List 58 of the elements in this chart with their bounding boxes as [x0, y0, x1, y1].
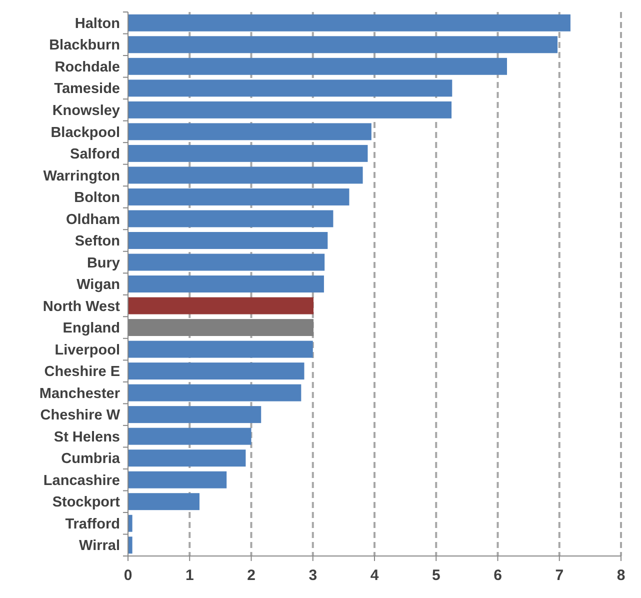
bar	[128, 384, 302, 402]
x-tick-label: 4	[370, 567, 380, 584]
y-tick-label: Sefton	[74, 234, 120, 250]
y-tick-label: Wirral	[79, 538, 120, 554]
y-tick-label: Bolton	[74, 190, 120, 206]
bar	[128, 493, 200, 510]
bar	[128, 58, 507, 75]
y-tick-label: Cheshire W	[40, 408, 120, 424]
y-tick-label: Warrington	[43, 168, 120, 184]
bar	[128, 471, 227, 488]
bar	[128, 123, 372, 140]
y-tick-label: North West	[42, 298, 120, 315]
bar	[128, 406, 262, 424]
bar	[128, 514, 132, 532]
x-tick-label: 8	[616, 567, 626, 584]
bar	[128, 188, 350, 206]
bar	[128, 144, 368, 162]
y-tick-label: Halton	[74, 16, 120, 32]
x-tick-label: 2	[247, 567, 256, 584]
y-tick-label: Liverpool	[54, 342, 120, 358]
x-tick-label: 7	[555, 567, 564, 584]
bar	[128, 297, 314, 314]
bar	[128, 450, 246, 467]
bar	[128, 232, 328, 249]
y-tick-label: Cumbria	[61, 451, 121, 468]
y-tick-label: Blackpool	[50, 124, 120, 141]
x-tick-label: 3	[308, 567, 318, 584]
bar	[128, 166, 363, 184]
x-tick-label: 0	[124, 567, 132, 584]
bar	[128, 536, 132, 554]
bar	[128, 428, 252, 445]
y-tick-label: Rochdale	[54, 59, 120, 76]
bar	[128, 340, 313, 358]
bar	[128, 36, 558, 54]
bar	[128, 14, 570, 32]
x-tick-label: 1	[185, 567, 194, 584]
y-tick-label: Blackburn	[49, 38, 120, 54]
y-tick-label: Salford	[70, 146, 120, 163]
bar	[128, 276, 324, 292]
y-tick-label: Manchester	[39, 386, 120, 402]
bar	[128, 210, 334, 228]
y-tick-label: Tameside	[54, 81, 120, 98]
y-tick-label: Wigan	[76, 277, 120, 294]
y-tick-label: Trafford	[65, 516, 120, 532]
bar	[128, 254, 325, 271]
x-tick-label: 6	[494, 567, 502, 584]
y-tick-label: Stockport	[52, 494, 120, 511]
x-tick-label: 5	[432, 567, 440, 584]
bar	[128, 80, 452, 97]
y-tick-label: Lancashire	[43, 472, 120, 489]
y-tick-label: St Helens	[54, 429, 120, 446]
y-tick-label: Cheshire E	[44, 364, 120, 380]
bar	[128, 362, 304, 380]
bar	[128, 101, 452, 118]
y-tick-label: Bury	[86, 255, 120, 272]
y-tick-label: Oldham	[66, 212, 120, 228]
y-tick-label: England	[62, 320, 120, 337]
y-tick-label: Knowsley	[52, 102, 120, 119]
